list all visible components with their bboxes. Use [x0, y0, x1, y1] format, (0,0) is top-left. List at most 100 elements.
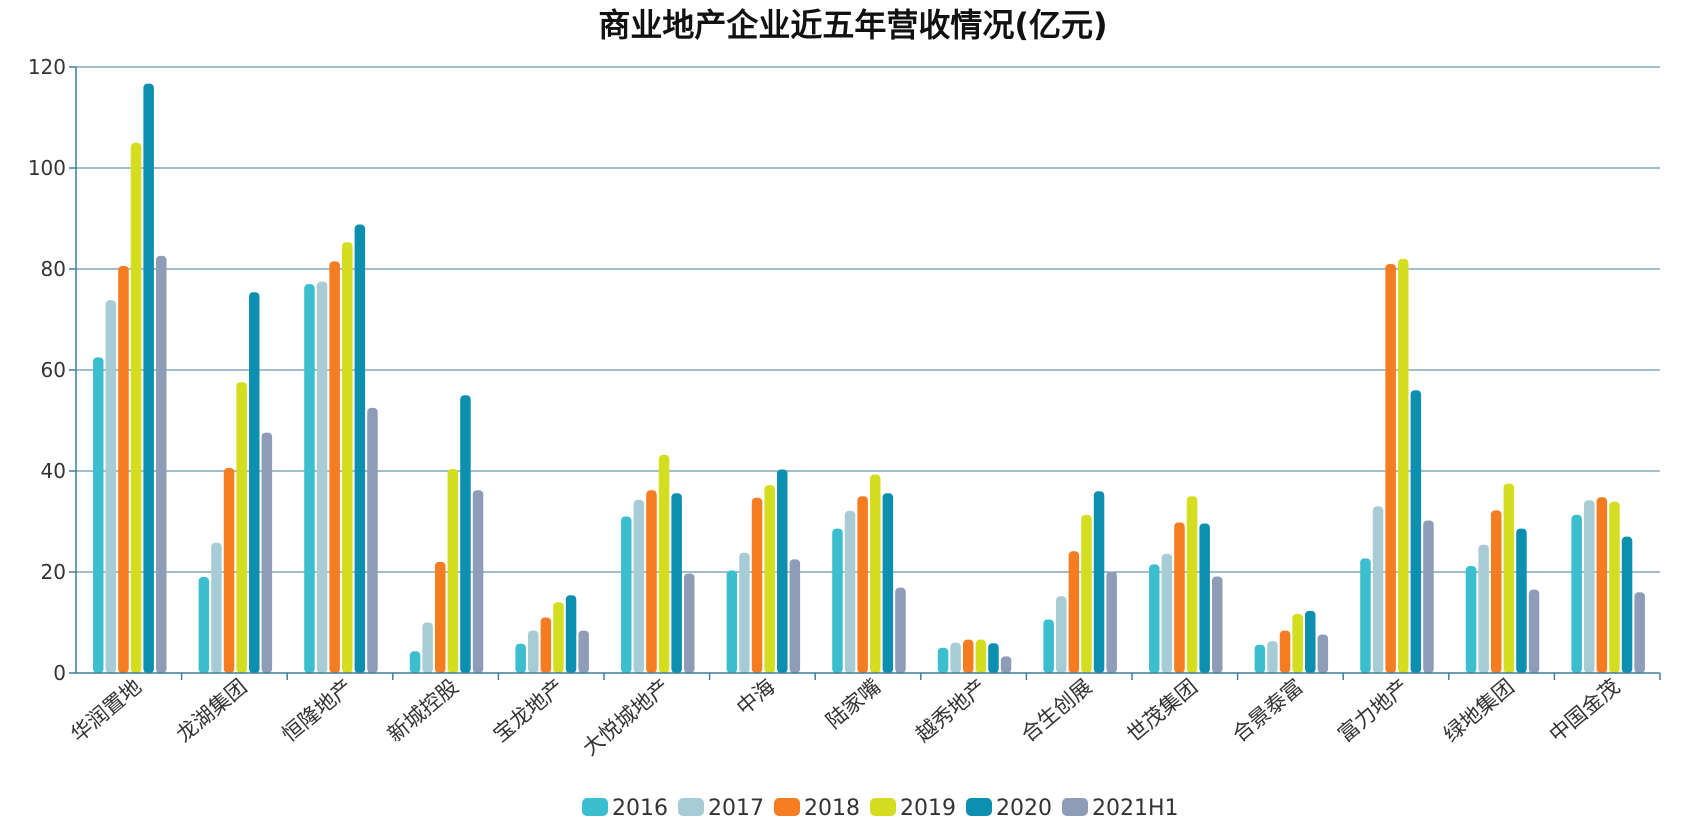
- bar-2021H1[interactable]: [1000, 656, 1012, 673]
- bar-2018[interactable]: [1385, 263, 1396, 673]
- bar-2016[interactable]: [726, 570, 738, 673]
- bar-2016[interactable]: [1149, 564, 1160, 673]
- bar-2020[interactable]: [460, 395, 471, 673]
- legend[interactable]: 2016 2017 2018 2019 2020 2021H1: [582, 796, 1179, 821]
- legend-item-2016[interactable]: 2016: [582, 796, 668, 821]
- bar-2016[interactable]: [304, 284, 315, 673]
- bar-2017[interactable]: [1161, 553, 1173, 673]
- legend-item-2018[interactable]: 2018: [774, 796, 860, 821]
- bar-2016[interactable]: [1043, 619, 1054, 673]
- bar-2019[interactable]: [764, 485, 775, 673]
- bar-2018[interactable]: [1279, 630, 1291, 673]
- bar-2020[interactable]: [565, 595, 577, 673]
- bar-2017[interactable]: [1372, 506, 1384, 673]
- bar-2021H1[interactable]: [472, 490, 484, 673]
- chart-title: 商业地产企业近五年营收情况(亿元): [598, 6, 1107, 44]
- bar-2016[interactable]: [621, 516, 632, 673]
- bar-2021H1[interactable]: [578, 630, 589, 673]
- bar-2017[interactable]: [633, 499, 645, 673]
- bar-2016[interactable]: [409, 651, 421, 673]
- bar-2018[interactable]: [751, 497, 763, 673]
- bar-2017[interactable]: [105, 300, 117, 673]
- bar-2019[interactable]: [1081, 514, 1092, 673]
- legend-item-2019[interactable]: 2019: [870, 796, 956, 821]
- bar-2020[interactable]: [988, 643, 999, 673]
- bar-2021H1[interactable]: [367, 407, 378, 674]
- bar-2020[interactable]: [882, 493, 894, 673]
- bar-2018[interactable]: [857, 496, 868, 673]
- y-tick-label: 0: [53, 661, 66, 685]
- bar-2016[interactable]: [1254, 644, 1266, 673]
- bar-2017[interactable]: [950, 642, 961, 673]
- bar-2018[interactable]: [1174, 522, 1185, 673]
- bar-2018[interactable]: [223, 467, 235, 673]
- bar-2021H1[interactable]: [895, 587, 906, 673]
- bar-2017[interactable]: [1056, 596, 1067, 673]
- bar-2020[interactable]: [1621, 536, 1633, 673]
- bar-2016[interactable]: [198, 577, 210, 673]
- bar-2020[interactable]: [1305, 610, 1316, 673]
- bar-2018[interactable]: [329, 261, 340, 673]
- bar-2017[interactable]: [211, 542, 222, 673]
- bar-2020[interactable]: [1410, 390, 1422, 673]
- bar-2018[interactable]: [646, 490, 657, 673]
- bar-2021H1[interactable]: [1634, 592, 1645, 673]
- bar-2019[interactable]: [1503, 483, 1515, 674]
- bar-2019[interactable]: [1609, 501, 1620, 673]
- bar-2021H1[interactable]: [684, 573, 695, 673]
- bar-2021H1[interactable]: [1212, 576, 1223, 673]
- bar-2019[interactable]: [1186, 496, 1198, 673]
- bar-2019[interactable]: [447, 468, 459, 673]
- bar-2021H1[interactable]: [1528, 589, 1540, 673]
- bar-2021H1[interactable]: [1106, 571, 1117, 674]
- bar-2020[interactable]: [1516, 528, 1527, 673]
- bar-2020[interactable]: [1093, 491, 1105, 673]
- bar-2020[interactable]: [354, 224, 366, 673]
- bar-2019[interactable]: [658, 454, 670, 673]
- bar-2017[interactable]: [1267, 641, 1278, 673]
- bar-2017[interactable]: [739, 552, 750, 673]
- bar-2019[interactable]: [870, 474, 881, 673]
- bar-2017[interactable]: [528, 630, 539, 673]
- bar-2016[interactable]: [1571, 514, 1582, 673]
- bar-2019[interactable]: [130, 142, 142, 673]
- bar-2019[interactable]: [1398, 258, 1409, 673]
- bar-2021H1[interactable]: [261, 432, 273, 673]
- bar-2018[interactable]: [1068, 551, 1080, 673]
- bar-2018[interactable]: [118, 265, 129, 673]
- legend-item-2020[interactable]: 2020: [966, 796, 1052, 821]
- bar-2016[interactable]: [1360, 558, 1371, 673]
- bar-2019[interactable]: [236, 382, 247, 673]
- bar-2021H1[interactable]: [1423, 520, 1434, 673]
- bar-2019[interactable]: [1292, 613, 1303, 673]
- bar-2018[interactable]: [1596, 497, 1608, 673]
- bar-2021H1[interactable]: [789, 559, 801, 674]
- bar-2018[interactable]: [963, 639, 974, 673]
- bar-2018[interactable]: [435, 561, 446, 673]
- bar-2019[interactable]: [553, 602, 564, 673]
- legend-item-2017[interactable]: 2017: [678, 796, 764, 821]
- bar-2020[interactable]: [249, 292, 260, 673]
- bar-2018[interactable]: [1491, 510, 1502, 673]
- bar-2016[interactable]: [93, 357, 104, 674]
- bar-2020[interactable]: [1199, 523, 1210, 673]
- bar-2019[interactable]: [342, 242, 353, 674]
- bar-2017[interactable]: [1584, 500, 1595, 673]
- x-category-label: 中国金茂: [1545, 674, 1625, 746]
- bar-2020[interactable]: [143, 83, 154, 673]
- legend-item-2021H1[interactable]: 2021H1: [1062, 796, 1179, 821]
- bar-2021H1[interactable]: [1317, 634, 1329, 673]
- bar-2016[interactable]: [937, 647, 949, 673]
- bar-2019[interactable]: [975, 639, 987, 673]
- bar-2017[interactable]: [316, 281, 328, 674]
- bar-2018[interactable]: [540, 617, 552, 673]
- bar-2016[interactable]: [515, 643, 526, 673]
- bar-2017[interactable]: [422, 622, 433, 674]
- bar-2017[interactable]: [844, 510, 856, 673]
- bar-2017[interactable]: [1478, 544, 1489, 673]
- bar-2021H1[interactable]: [156, 255, 167, 673]
- bar-2020[interactable]: [777, 469, 788, 673]
- bar-2016[interactable]: [832, 528, 843, 673]
- bar-2016[interactable]: [1465, 565, 1477, 673]
- bar-2020[interactable]: [671, 493, 682, 673]
